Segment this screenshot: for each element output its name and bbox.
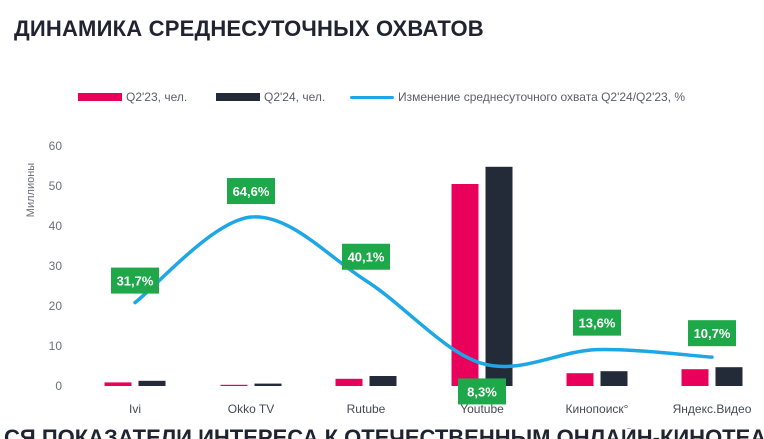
bar-q23 <box>566 373 594 386</box>
change-label: 64,6% <box>233 184 270 199</box>
legend-swatch-change <box>350 95 394 99</box>
y-tick-label: 60 <box>49 139 63 153</box>
change-label-box <box>111 267 159 294</box>
y-tick-label: 50 <box>49 179 63 193</box>
bar-q24 <box>138 380 166 386</box>
x-tick-label: Youtube <box>460 402 504 416</box>
bottom-cut-text: СЯ ПОКАЗАТЕЛИ ИНТЕРЕСА К ОТЕЧЕСТВЕННЫМ О… <box>4 428 764 439</box>
bar-q24 <box>715 367 743 386</box>
legend-item-q23: Q2'23, чел. <box>78 88 187 106</box>
change-label-box <box>227 178 275 205</box>
y-tick-label: 20 <box>49 299 63 313</box>
bar-q24 <box>485 166 513 386</box>
change-label-box <box>573 309 621 336</box>
y-tick-label: 0 <box>55 379 62 393</box>
legend-item-q24: Q2'24, чел. <box>216 88 325 106</box>
legend-label-q23: Q2'23, чел. <box>126 90 188 104</box>
chart-title: ДИНАМИКА СРЕДНЕСУТОЧНЫХ ОХВАТОВ <box>14 16 484 41</box>
bottom-cut-text-line: СЯ ПОКАЗАТЕЛИ ИНТЕРЕСА К ОТЕЧЕСТВЕННЫМ О… <box>4 428 764 439</box>
bar-q23 <box>104 382 132 386</box>
change-label-box <box>458 378 506 405</box>
legend-item-change: Изменение среднесуточного охвата Q2'24/Q… <box>350 88 685 106</box>
chart-svg: Миллионы 0 10 20 30 40 50 60 Ivi Okko TV Rutube You… <box>25 139 752 416</box>
bar-q23 <box>681 369 709 386</box>
bar-q23 <box>220 384 248 386</box>
y-tick-label: 10 <box>49 339 63 353</box>
x-tick-label: Okko TV <box>228 402 274 416</box>
legend-swatch-q24 <box>216 93 260 101</box>
legend-label-change: Изменение среднесуточного охвата Q2'24/Q… <box>398 90 686 104</box>
legend-label-q24: Q2'24, чел. <box>264 90 326 104</box>
y-axis-label: Миллионы <box>25 163 37 217</box>
change-label-box <box>688 320 736 347</box>
bar-q24 <box>369 376 397 386</box>
y-tick-label: 30 <box>49 259 63 273</box>
bar-q23 <box>335 378 363 386</box>
change-label: 13,6% <box>579 316 616 331</box>
change-label: 10,7% <box>694 326 731 341</box>
x-tick-label: Rutube <box>347 402 386 416</box>
x-tick-label: Яндекс.Видео <box>673 402 752 416</box>
x-tick-label: Ivi <box>129 402 141 416</box>
change-label: 40,1% <box>348 250 385 265</box>
change-label-box <box>342 243 390 270</box>
bar-q24 <box>600 371 628 386</box>
change-label: 31,7% <box>117 274 154 289</box>
y-tick-label: 40 <box>49 219 63 233</box>
bar-q24 <box>254 383 282 386</box>
x-tick-label: Кинопоиск° <box>566 402 629 416</box>
change-label: 8,3% <box>467 384 497 399</box>
legend-swatch-q23 <box>78 93 122 101</box>
change-line <box>133 215 714 369</box>
